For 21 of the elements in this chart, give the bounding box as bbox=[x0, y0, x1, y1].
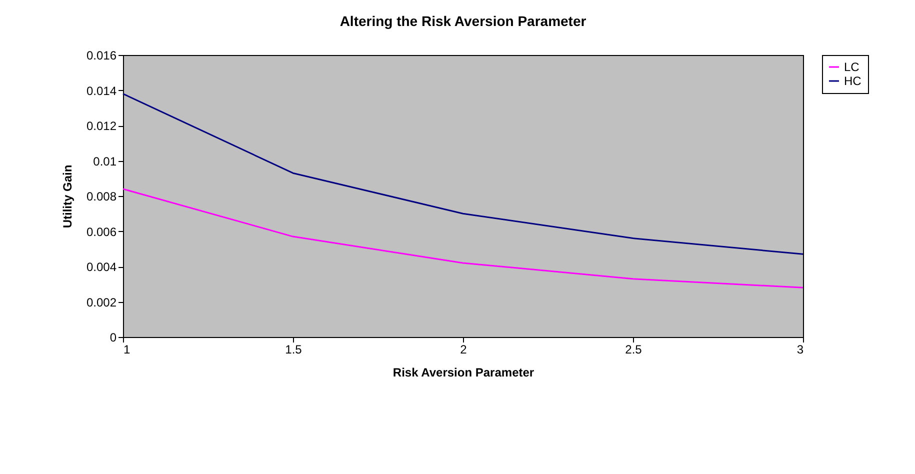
x-tick-label: 1.5 bbox=[285, 342, 302, 356]
x-tick-label: 2 bbox=[460, 342, 468, 356]
y-tick-label: 0 bbox=[110, 330, 117, 344]
line-series bbox=[122, 93, 804, 255]
y-tick-label: 0.002 bbox=[86, 295, 117, 310]
y-tick-label: 0.008 bbox=[86, 190, 117, 204]
x-tick-label: 2.5 bbox=[625, 342, 642, 356]
x-axis-title: Risk Aversion Parameter bbox=[392, 366, 534, 380]
x-tick-label: 1 bbox=[124, 342, 130, 356]
y-tick-label: 0.016 bbox=[86, 48, 117, 62]
line-series bbox=[122, 188, 804, 288]
legend-label: LC bbox=[844, 60, 860, 74]
y-tick-label: 0.006 bbox=[86, 224, 117, 239]
y-tick-label: 0.014 bbox=[86, 84, 117, 98]
legend-label: HC bbox=[844, 74, 862, 88]
y-axis-title: Utility Gain bbox=[60, 164, 74, 228]
chart-title: Altering the Risk Aversion Parameter bbox=[340, 13, 587, 29]
y-tick-label: 0.012 bbox=[86, 119, 117, 133]
y-tick-label: 0.01 bbox=[93, 154, 117, 168]
x-tick-label: 3 bbox=[796, 342, 804, 356]
y-tick-label: 0.004 bbox=[86, 260, 117, 274]
